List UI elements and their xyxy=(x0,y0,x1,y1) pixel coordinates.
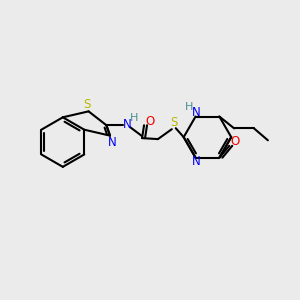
Text: H: H xyxy=(184,102,193,112)
Text: N: N xyxy=(192,155,201,168)
Text: N: N xyxy=(108,136,116,149)
Text: N: N xyxy=(192,106,201,119)
Text: O: O xyxy=(146,115,154,128)
Text: S: S xyxy=(83,98,90,111)
Text: H: H xyxy=(130,113,138,123)
Text: O: O xyxy=(231,135,240,148)
Text: N: N xyxy=(123,118,132,131)
Text: S: S xyxy=(170,116,178,129)
